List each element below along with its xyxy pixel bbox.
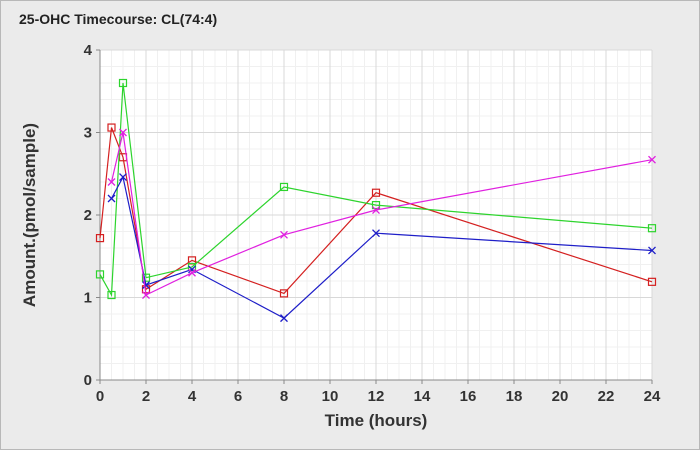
x-tick-label: 8 bbox=[280, 388, 288, 405]
y-tick-label: 4 bbox=[84, 42, 93, 59]
x-tick-label: 4 bbox=[188, 388, 197, 405]
x-tick-label: 22 bbox=[598, 388, 615, 405]
y-axis-ticks: 0 1 2 3 4 bbox=[84, 42, 100, 389]
x-axis-title: Time (hours) bbox=[325, 411, 428, 430]
x-tick-label: 14 bbox=[414, 388, 431, 405]
y-tick-label: 2 bbox=[84, 207, 92, 224]
x-tick-label: 20 bbox=[552, 388, 569, 405]
x-tick-label: 24 bbox=[644, 388, 661, 405]
y-tick-label: 3 bbox=[84, 125, 92, 142]
x-tick-label: 0 bbox=[96, 388, 104, 405]
x-tick-label: 2 bbox=[142, 388, 150, 405]
x-tick-label: 6 bbox=[234, 388, 242, 405]
y-tick-label: 1 bbox=[84, 290, 92, 307]
x-tick-label: 12 bbox=[368, 388, 385, 405]
y-axis-title: Amount.(pmol/sample) bbox=[20, 123, 39, 307]
x-tick-label: 16 bbox=[460, 388, 477, 405]
y-tick-label: 0 bbox=[84, 372, 92, 389]
x-tick-label: 18 bbox=[506, 388, 523, 405]
x-tick-label: 10 bbox=[322, 388, 339, 405]
x-axis-ticks: 0 2 4 6 8 10 12 14 16 18 20 22 24 bbox=[96, 380, 661, 405]
